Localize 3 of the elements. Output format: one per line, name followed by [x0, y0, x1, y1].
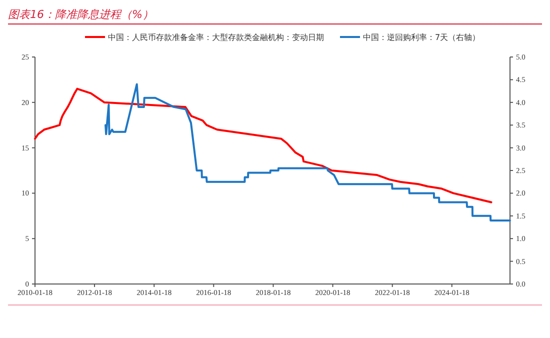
chart-title: 图表16：降准降息进程（%）: [8, 8, 154, 21]
legend-label: 中国：逆回购利率：7天（右轴）: [363, 33, 480, 42]
legend-label: 中国：人民币存款准备金率：大型存款类金融机构：变动日期: [108, 33, 324, 42]
